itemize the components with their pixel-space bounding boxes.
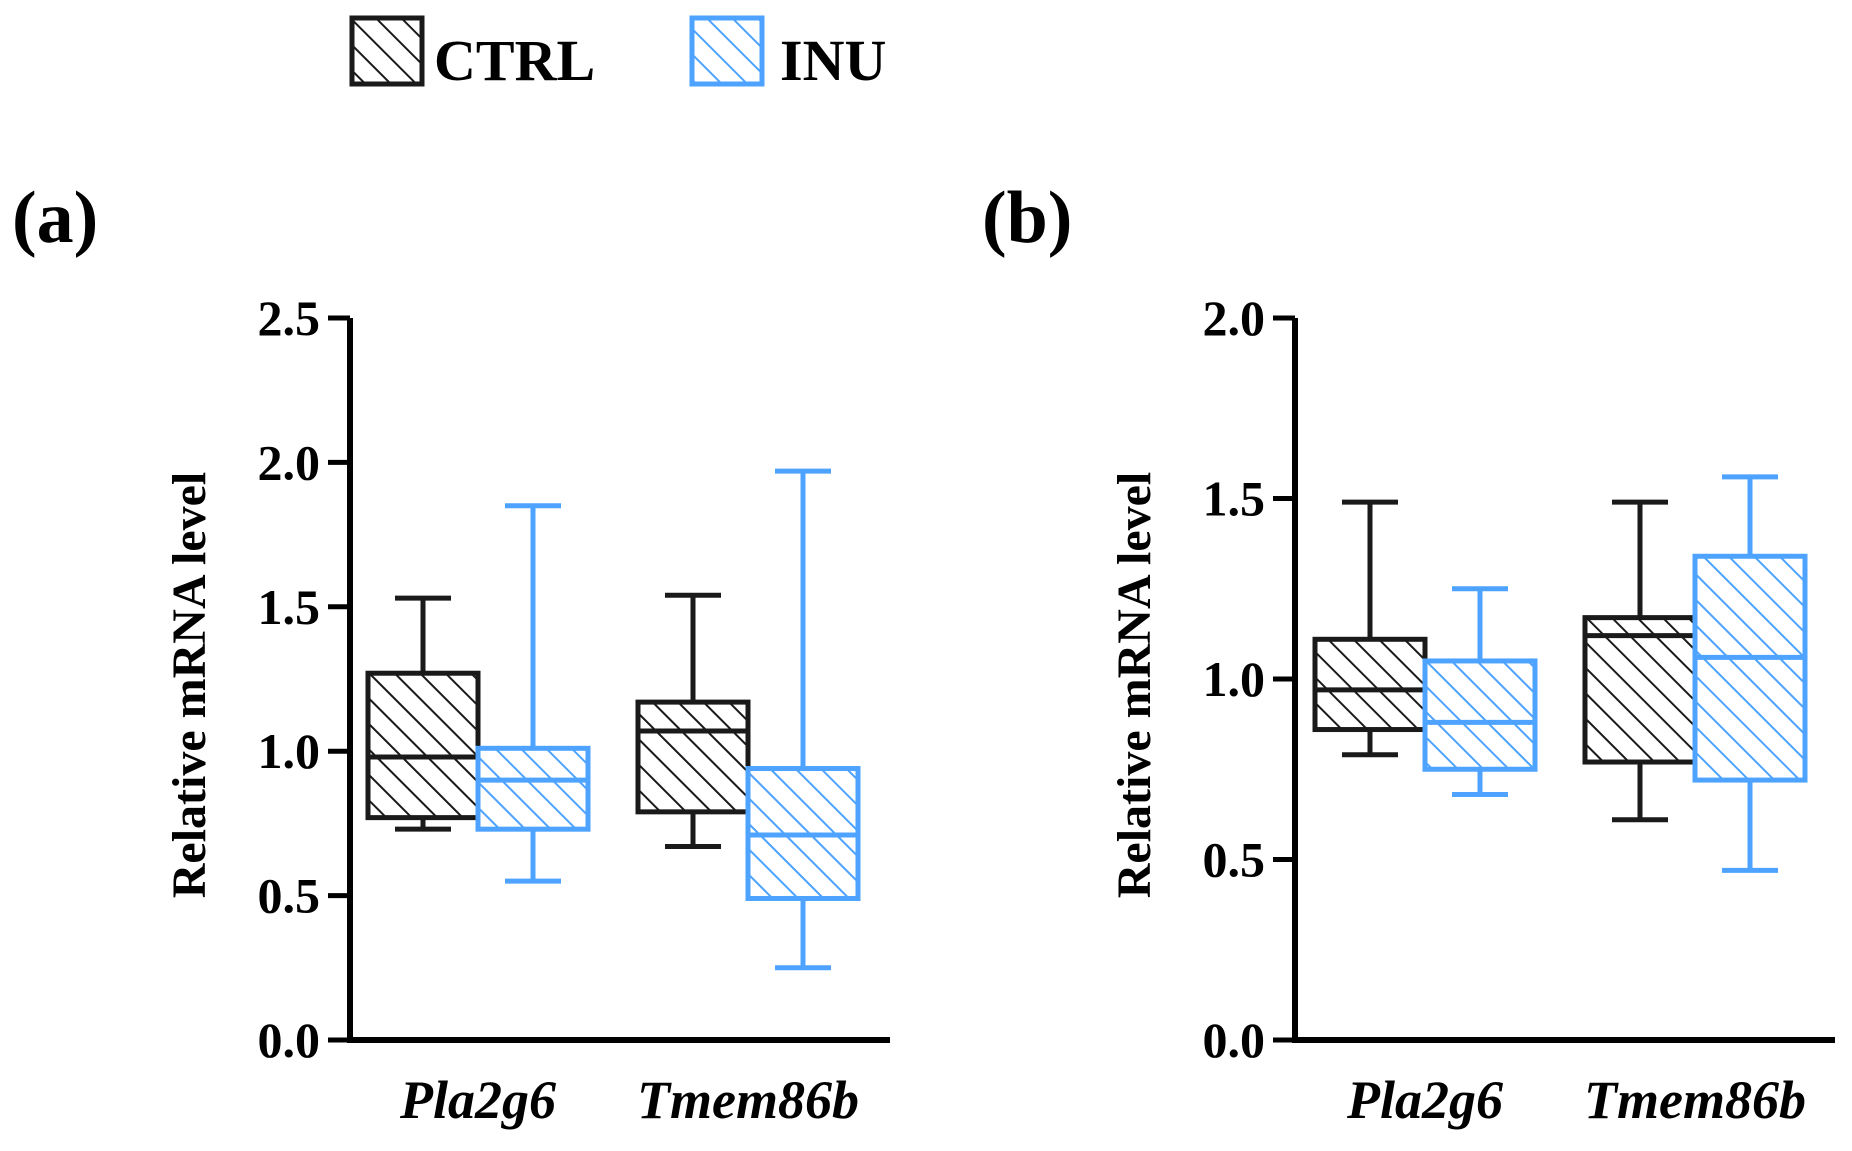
y-tick-label: 2.0 bbox=[258, 434, 321, 490]
y-tick-label: 2.0 bbox=[1203, 290, 1266, 346]
legend-label-ctrl: CTRL bbox=[434, 28, 595, 93]
box-ctrl-pla2g6 bbox=[1312, 499, 1428, 758]
box-iqr bbox=[1422, 658, 1538, 772]
category-label-a-tmem86b: Tmem86b bbox=[637, 1070, 859, 1130]
category-label-b-pla2g6: Pla2g6 bbox=[1346, 1070, 1503, 1130]
panel-b: (b) Relative mRNA level 0.00.51.01.52.0 … bbox=[982, 177, 1835, 1130]
box-inu-pla2g6 bbox=[475, 503, 591, 884]
box-ctrl-tmem86b bbox=[1582, 499, 1698, 823]
y-tick-label: 1.5 bbox=[258, 579, 321, 635]
category-label-b-tmem86b: Tmem86b bbox=[1584, 1070, 1806, 1130]
y-tick-label: 1.5 bbox=[1203, 471, 1266, 527]
legend-swatch-ctrl bbox=[349, 15, 425, 87]
legend: CTRL INU bbox=[349, 15, 886, 93]
y-ticks-b: 0.0 0.5 1.0 1.5 2.0 bbox=[1203, 290, 1295, 1068]
panel-label-b: (b) bbox=[982, 177, 1072, 259]
box-iqr bbox=[475, 745, 591, 832]
y-ticks-a: 0.0 0.5 1.0 1.5 2.0 2.5 bbox=[258, 290, 350, 1068]
legend-label-inu: INU bbox=[780, 28, 886, 93]
box-inu-tmem86b bbox=[1692, 474, 1808, 873]
panel-label-a: (a) bbox=[12, 177, 98, 259]
category-label-a-pla2g6: Pla2g6 bbox=[399, 1070, 556, 1130]
box-inu-tmem86b bbox=[745, 468, 861, 971]
y-tick-label: 0.5 bbox=[1203, 832, 1266, 888]
box-iqr bbox=[1312, 636, 1428, 733]
box-iqr bbox=[1692, 553, 1808, 783]
box-iqr bbox=[365, 670, 481, 821]
box-ctrl-pla2g6 bbox=[365, 595, 481, 832]
box-iqr bbox=[635, 699, 751, 815]
y-axis-label-a: Relative mRNA level bbox=[163, 472, 216, 899]
y-axis-label-b: Relative mRNA level bbox=[1108, 472, 1161, 899]
legend-swatch-inu bbox=[689, 15, 765, 87]
y-tick-label: 0.0 bbox=[1203, 1012, 1266, 1068]
box-iqr bbox=[1582, 615, 1698, 765]
y-tick-label: 1.0 bbox=[258, 723, 321, 779]
y-tick-label: 0.5 bbox=[258, 868, 321, 924]
boxes-a bbox=[365, 468, 861, 971]
y-tick-label: 0.0 bbox=[258, 1012, 321, 1068]
y-tick-label: 1.0 bbox=[1203, 651, 1266, 707]
box-inu-pla2g6 bbox=[1422, 586, 1538, 798]
panel-a: (a) Relative mRNA level 0.0 0.5 1.0 1.5 2.0 2… bbox=[12, 177, 890, 1130]
boxes-b bbox=[1312, 474, 1808, 873]
box-ctrl-tmem86b bbox=[635, 592, 751, 850]
y-tick-label: 2.5 bbox=[258, 290, 321, 346]
